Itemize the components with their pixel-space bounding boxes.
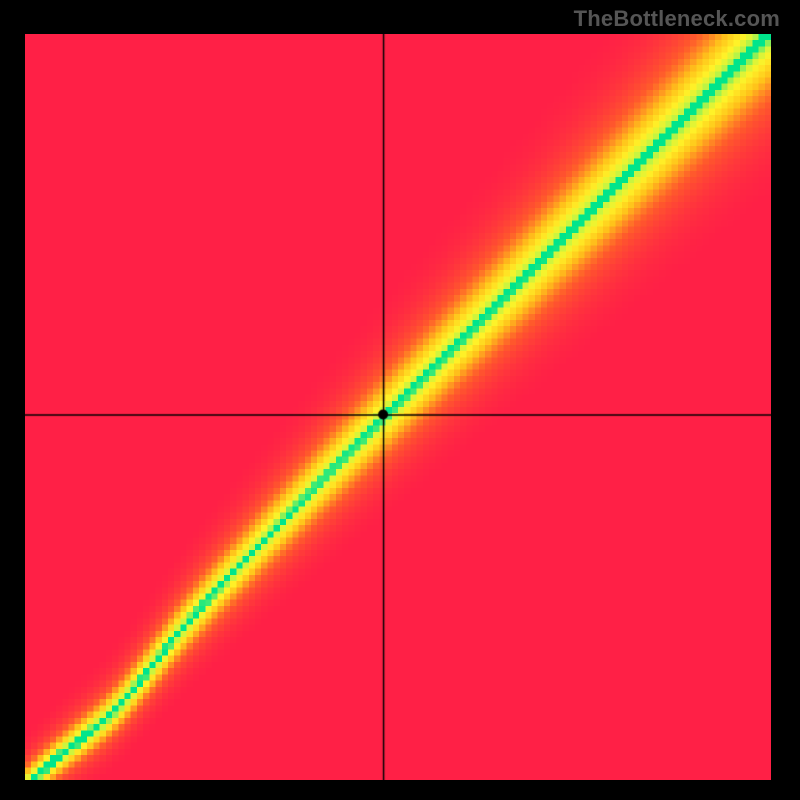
watermark-label: TheBottleneck.com — [574, 6, 780, 32]
crosshair-overlay — [25, 34, 771, 780]
chart-frame: TheBottleneck.com — [0, 0, 800, 800]
